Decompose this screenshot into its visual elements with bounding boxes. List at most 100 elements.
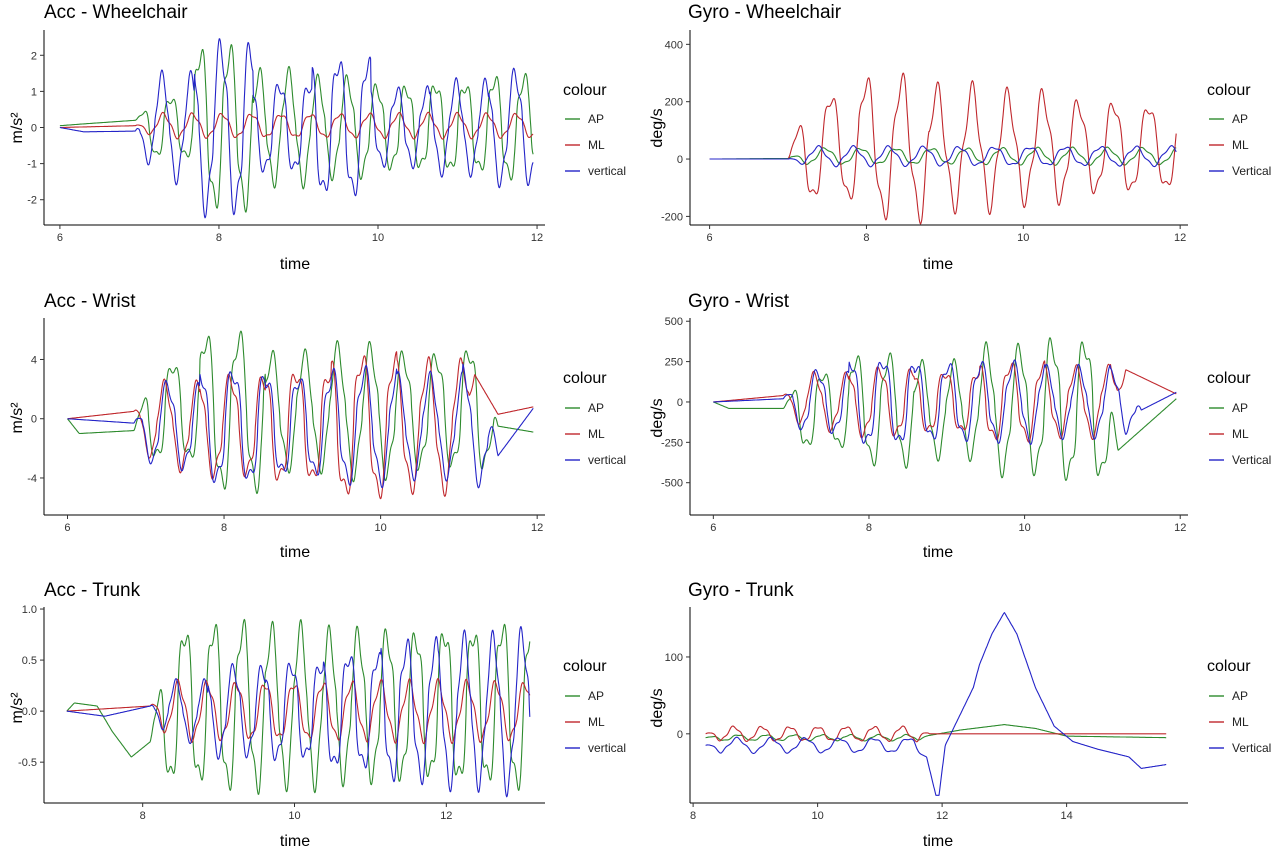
series-line-vertical [67, 363, 534, 489]
legend-item-ap: AP [565, 112, 604, 126]
legend-item-ap: AP [565, 689, 604, 703]
y-tick-label: -1 [27, 159, 37, 171]
legend-label-ml: ML [1232, 427, 1249, 441]
x-tick-label: 12 [1174, 522, 1186, 534]
y-tick-label: 0 [677, 729, 683, 741]
x-tick-label: 12 [440, 810, 452, 822]
series-lines [59, 38, 534, 219]
y-tick-label: 0.5 [22, 655, 37, 667]
series-line-ml [709, 72, 1177, 225]
series-line-vertical [59, 38, 534, 219]
series-line-ml [705, 725, 1167, 743]
legend-title: colour [1207, 370, 1251, 387]
panel-title: Acc - Wrist [44, 291, 136, 312]
legend-label-ml: ML [1232, 715, 1249, 729]
legend-label-vertical: Vertical [1232, 164, 1271, 178]
x-tick-label: 8 [216, 232, 222, 244]
x-tick-label: 14 [1060, 810, 1072, 822]
y-tick-label: 500 [665, 316, 683, 328]
series-line-vertical [66, 626, 531, 798]
y-tick-label: -250 [661, 437, 683, 449]
legend-label-vertical: Vertical [1232, 741, 1271, 755]
x-tick-label: 8 [221, 522, 227, 534]
panel-gyro-wheelchair: Gyro - Wheelchair time deg/s colour AP M… [649, 2, 1271, 273]
x-axis-title: time [923, 544, 953, 561]
panel-acc-wrist: Acc - Wrist time m/s² colour AP ML verti… [9, 291, 626, 561]
panel-title: Gyro - Wheelchair [688, 2, 842, 23]
panel-gyro-trunk: Gyro - Trunk time deg/s colour AP ML Ver… [649, 580, 1271, 850]
series-line-vertical [713, 359, 1177, 446]
x-axis-title: time [923, 833, 953, 850]
x-tick-label: 6 [707, 232, 713, 244]
series-line-ap [59, 44, 534, 213]
y-axis-title: deg/s [649, 108, 666, 147]
legend-label-ml: ML [588, 715, 605, 729]
x-tick-label: 10 [288, 810, 300, 822]
panel-title: Acc - Wheelchair [44, 2, 188, 23]
x-tick-label: 10 [372, 232, 384, 244]
y-tick-label: 100 [665, 652, 683, 664]
y-axis-title: m/s² [9, 112, 26, 144]
legend-item-ml: ML [565, 715, 605, 729]
y-tick-label: -0.5 [18, 757, 37, 769]
series-line-ap [713, 337, 1177, 481]
series-line-ap [709, 146, 1177, 166]
legend-label-ap: AP [1232, 401, 1248, 415]
axes: 6 8 10 12 -4 0 4 [27, 318, 545, 534]
legend-item-ml: ML [1209, 427, 1249, 441]
x-tick-label: 12 [531, 522, 543, 534]
legend-label-ap: AP [588, 401, 604, 415]
y-tick-label: 4 [31, 354, 37, 366]
x-tick-label: 10 [1018, 522, 1030, 534]
legend-label-ml: ML [1232, 138, 1249, 152]
legend-item-ap: AP [565, 401, 604, 415]
y-tick-label: 0 [31, 414, 37, 426]
axes: 8 10 12 -0.5 0.0 0.5 1.0 [18, 604, 545, 822]
legend-label-ap: AP [1232, 689, 1248, 703]
x-tick-label: 12 [1174, 232, 1186, 244]
legend-title: colour [563, 658, 607, 675]
x-tick-label: 12 [936, 810, 948, 822]
series-line-ml [67, 351, 534, 500]
x-axis-title: time [280, 256, 310, 273]
x-axis-title: time [280, 833, 310, 850]
panel-title: Gyro - Wrist [688, 291, 790, 312]
y-tick-label: -200 [661, 211, 683, 223]
series-line-ap [705, 724, 1167, 742]
x-axis-title: time [923, 256, 953, 273]
panel-gyro-wrist: Gyro - Wrist time deg/s colour AP ML Ver… [649, 291, 1271, 561]
x-axis-title: time [280, 544, 310, 561]
y-tick-label: 250 [665, 357, 683, 369]
axes: 6 8 10 12 -500 -250 0 250 500 [661, 316, 1188, 534]
panel-title: Gyro - Trunk [688, 580, 794, 601]
x-tick-label: 8 [863, 232, 869, 244]
y-axis-title: deg/s [649, 688, 666, 727]
x-tick-label: 6 [710, 522, 716, 534]
x-tick-label: 10 [374, 522, 386, 534]
legend-item-vertical: Vertical [1209, 164, 1271, 178]
legend-title: colour [1207, 658, 1251, 675]
legend-label-ml: ML [588, 138, 605, 152]
y-tick-label: -500 [661, 478, 683, 490]
y-tick-label: 200 [665, 97, 683, 109]
legend-label-ap: AP [1232, 112, 1248, 126]
axes: 6 8 10 12 -200 0 200 400 [661, 30, 1188, 244]
panel-acc-trunk: Acc - Trunk time m/s² colour AP ML verti… [9, 580, 626, 850]
x-tick-label: 8 [140, 810, 146, 822]
y-tick-label: 0 [31, 123, 37, 135]
legend-item-vertical: Vertical [1209, 741, 1271, 755]
legend-title: colour [563, 82, 607, 99]
legend-item-ml: ML [565, 138, 605, 152]
y-tick-label: 1 [31, 86, 37, 98]
y-tick-label: 0 [677, 154, 683, 166]
series-line-ml [59, 111, 534, 140]
x-tick-label: 6 [57, 232, 63, 244]
series-line-ml [66, 678, 531, 745]
y-tick-label: 0 [677, 397, 683, 409]
series-lines [66, 618, 531, 798]
y-tick-label: 0.0 [22, 706, 37, 718]
y-tick-label: 1.0 [22, 604, 37, 616]
legend-item-vertical: vertical [565, 453, 626, 467]
